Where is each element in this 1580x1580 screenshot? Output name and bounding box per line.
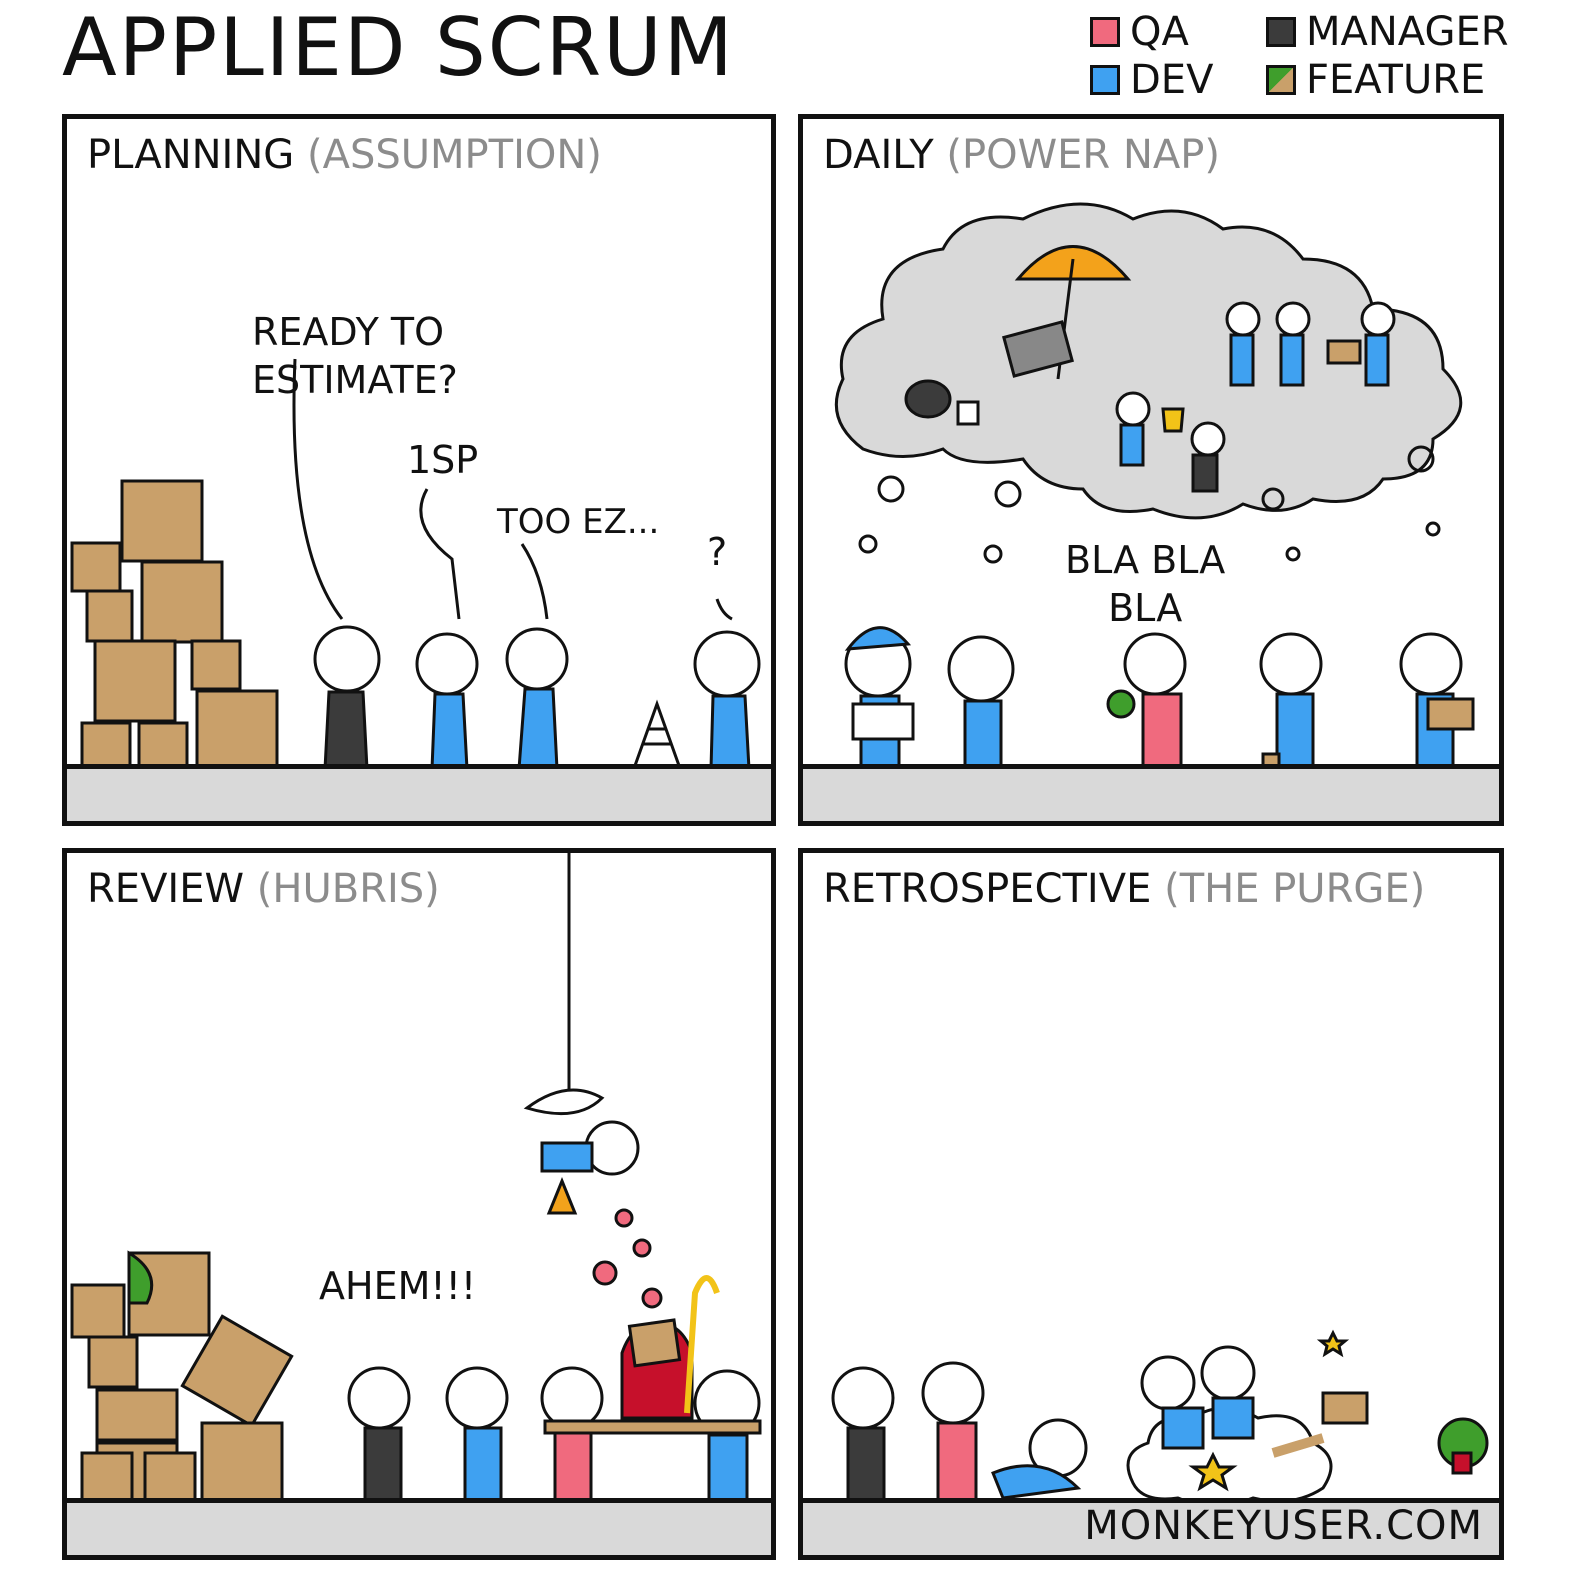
panel-title: PLANNING (ASSUMPTION) (87, 132, 602, 178)
panel-daily: DAILY (POWER NAP) (798, 114, 1504, 826)
panel-title-main: RETROSPECTIVE (823, 866, 1152, 912)
speech-bubble-dev-3: ? (707, 530, 728, 574)
floor (67, 764, 771, 821)
review-scene (70, 853, 762, 1505)
legend-item-qa: QA (1090, 12, 1189, 52)
legend-label-qa: QA (1130, 9, 1189, 55)
feature-swatch-icon (1266, 65, 1296, 95)
dev-swatch-icon (1090, 65, 1120, 95)
panel-title-main: DAILY (823, 132, 934, 178)
panel-subtitle: HUBRIS (272, 866, 425, 912)
daily-scene (834, 202, 1475, 772)
legend-item-manager: MANAGER (1266, 12, 1509, 52)
carry-pole-icon (543, 1419, 762, 1435)
dream-cloud-icon (834, 202, 1463, 520)
floor (67, 1498, 771, 1555)
panel-title-main: REVIEW (87, 866, 245, 912)
popcorn-icon (1451, 1451, 1473, 1475)
qa-swatch-icon (1090, 17, 1120, 47)
nightcap-icon (844, 626, 912, 651)
trophy-icon (1161, 407, 1185, 433)
comic-title: APPLIED SCRUM (62, 1, 735, 94)
panel-title: RETROSPECTIVE (THE PURGE) (823, 866, 1426, 912)
bug-icon (1106, 689, 1136, 719)
panel-retrospective: RETROSPECTIVE (THE PURGE) MONKEYUSER.COM (798, 848, 1504, 1560)
panel-planning: PLANNING (ASSUMPTION) (62, 114, 776, 826)
manager-swatch-icon (1266, 17, 1296, 47)
panel-review: REVIEW (HUBRIS) (62, 848, 776, 1560)
legend-item-dev: DEV (1090, 60, 1213, 100)
panel-subtitle: THE PURGE (1179, 866, 1410, 912)
coffee-pot-icon (904, 379, 952, 419)
panel-subtitle: ASSUMPTION (322, 132, 587, 178)
planning-scene (70, 358, 761, 787)
feature-box-stack-icon (70, 479, 279, 775)
legend-label-dev: DEV (1130, 57, 1214, 103)
panel-subtitle: POWER NAP (962, 132, 1205, 178)
speech-bubble-dev-2: TOO EZ... (497, 502, 660, 542)
flower-petal-icons (592, 1208, 663, 1309)
speech-bubble-manager: AHEM!!! (319, 1264, 477, 1308)
speech-bubble-manager: READY TO ESTIMATE? (252, 310, 458, 402)
panel-title-main: PLANNING (87, 132, 295, 178)
incense-icon (546, 1177, 578, 1215)
speech-bubble-dev-1: 1SP (407, 438, 479, 482)
panel-title: DAILY (POWER NAP) (823, 132, 1220, 178)
angel-wings-icon (523, 1088, 605, 1116)
floor (803, 1498, 1499, 1555)
beach-chair-icon (1002, 320, 1074, 378)
retrospective-scene (831, 1329, 1489, 1507)
panel-title: REVIEW (HUBRIS) (87, 866, 440, 912)
star-icon (1188, 1451, 1238, 1492)
legend-label-feature: FEATURE (1306, 57, 1486, 103)
dream-puff-icons (858, 445, 1441, 564)
feature-box-stack-icon (70, 1251, 294, 1505)
site-credit: MONKEYUSER.COM (1084, 1503, 1483, 1549)
flying-feature-box-icon (1321, 1391, 1369, 1425)
card-house-icon (630, 699, 684, 775)
legend: QA DEV MANAGER FEATURE (1090, 8, 1530, 108)
legend-item-feature: FEATURE (1266, 60, 1485, 100)
floor (803, 764, 1499, 821)
legend-label-manager: MANAGER (1306, 9, 1509, 55)
coffee-cup-icon (956, 400, 980, 426)
speech-bubble-qa: BLA BLA BLA (1065, 538, 1226, 630)
pillow-icon (851, 702, 915, 741)
